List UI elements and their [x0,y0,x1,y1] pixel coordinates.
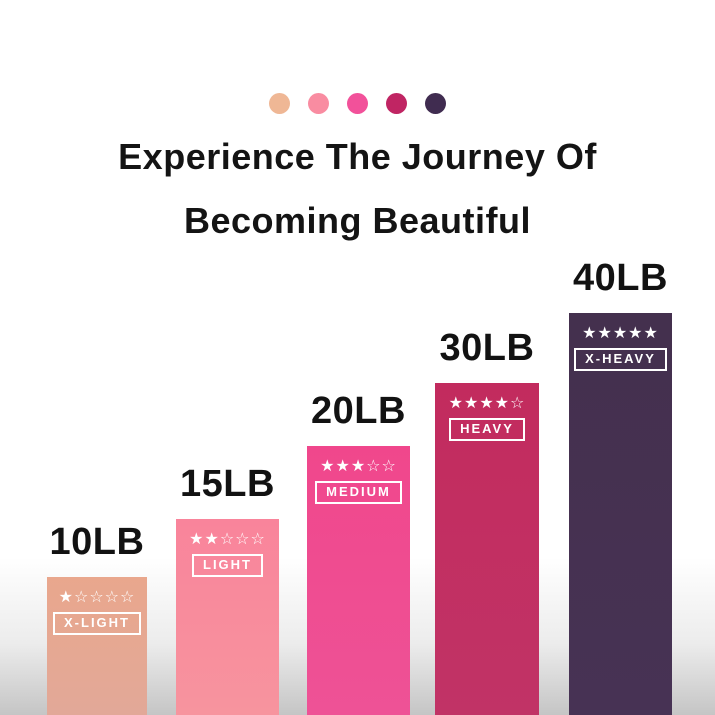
bar-40lb: ★★★★★ X-HEAVY [569,313,672,715]
page-title-line1: Experience The Journey Of [118,136,597,177]
palette-dot-peach [269,93,290,114]
bar-column-20lb: 20LB ★★★☆☆ MEDIUM [307,390,410,715]
bar-15lb: ★★☆☆☆ LIGHT [176,519,279,715]
tier-badge-15lb: LIGHT [192,554,263,578]
star-rating-20lb: ★★★☆☆ [320,456,397,475]
palette-dot-dark-purple [425,93,446,114]
bar-value-label-10lb: 10LB [49,521,145,563]
bar-30lb: ★★★★☆ HEAVY [435,383,539,715]
tier-badge-10lb: X-LIGHT [53,612,141,636]
star-rating-40lb: ★★★★★ [582,323,659,342]
bar-column-30lb: 30LB ★★★★☆ HEAVY [435,327,539,715]
tier-badge-30lb: HEAVY [449,418,525,442]
page-title-line2: Becoming Beautiful [183,200,532,241]
palette-dot-pink [308,93,329,114]
bar-column-10lb: 10LB ★☆☆☆☆ X-LIGHT [47,521,147,715]
bar-column-15lb: 15LB ★★☆☆☆ LIGHT [176,463,279,715]
bar-value-label-30lb: 30LB [439,327,535,369]
tier-badge-20lb: MEDIUM [315,481,402,505]
palette-dot-raspberry [386,93,407,114]
bar-value-label-20lb: 20LB [311,390,406,432]
star-rating-15lb: ★★☆☆☆ [189,529,266,548]
star-rating-30lb: ★★★★☆ [448,393,526,412]
bar-value-label-40lb: 40LB [573,257,668,299]
bar-value-label-15lb: 15LB [180,463,275,505]
bar-10lb: ★☆☆☆☆ X-LIGHT [47,577,147,715]
bar-column-40lb: 40LB ★★★★★ X-HEAVY [569,257,672,715]
star-rating-10lb: ★☆☆☆☆ [58,587,136,606]
palette-dot-hot-pink [347,93,368,114]
bar-20lb: ★★★☆☆ MEDIUM [307,446,410,715]
page-title: Experience The Journey Of Becoming Beaut… [0,125,715,253]
palette-dots [0,93,715,114]
tier-badge-40lb: X-HEAVY [574,348,667,372]
